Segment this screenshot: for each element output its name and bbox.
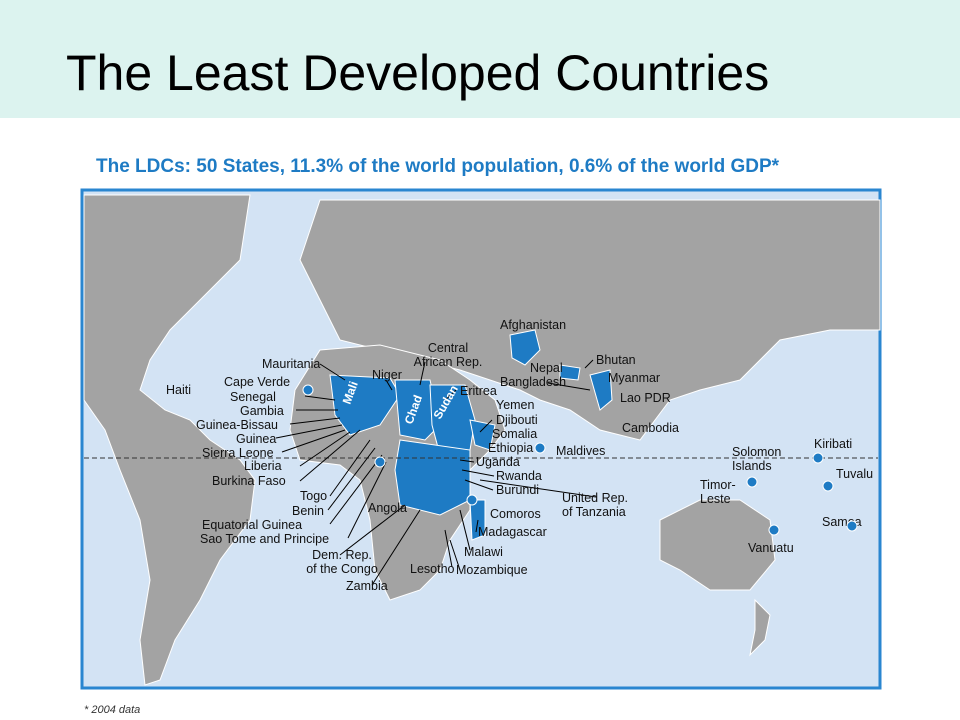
country-label: Equatorial Guinea <box>202 518 302 532</box>
leader-line <box>347 461 387 539</box>
island-marker <box>822 480 834 492</box>
country-label: Zambia <box>346 579 388 593</box>
leader-line <box>339 504 406 556</box>
country-label: Lao PDR <box>620 391 671 405</box>
country-label: Guinea-Bissau <box>196 418 278 432</box>
island-marker <box>534 442 546 454</box>
country-label: of Tanzania <box>562 505 626 519</box>
leader-line <box>479 419 493 433</box>
country-label: Somalia <box>492 427 537 441</box>
country-label: Ethiopia <box>488 441 533 455</box>
country-label: Vanuatu <box>748 541 794 555</box>
country-label: Islands <box>732 459 772 473</box>
leader-line <box>459 509 471 551</box>
leader-line <box>479 479 597 498</box>
island-marker <box>846 520 858 532</box>
leader-lines <box>275 359 597 586</box>
country-label: Kiribati <box>814 437 852 451</box>
country-label: Liberia <box>244 459 282 473</box>
leader-line <box>475 519 479 533</box>
country-label: African Rep. <box>414 355 483 369</box>
leader-line <box>319 363 346 381</box>
country-label: Cambodia <box>622 421 679 435</box>
country-label: Tuvalu <box>836 467 873 481</box>
island-marker <box>374 456 386 468</box>
country-label: Madagascar <box>478 525 547 539</box>
country-label: Djibouti <box>496 413 538 427</box>
leader-line <box>304 395 336 401</box>
island-marker <box>812 452 824 464</box>
leader-line <box>444 529 453 568</box>
country-label: Burundi <box>496 483 539 497</box>
country-label: Bangladesh <box>500 375 566 389</box>
leader-line <box>419 361 426 386</box>
country-label: Myanmar <box>608 371 660 385</box>
country-label: Solomon <box>732 445 781 459</box>
leader-line <box>275 424 343 439</box>
country-label: Benin <box>292 504 324 518</box>
leader-line <box>329 454 383 525</box>
country-label: Comoros <box>490 507 541 521</box>
leader-line <box>327 447 376 511</box>
leader-line <box>281 429 346 453</box>
country-label: Bhutan <box>596 353 636 367</box>
slide-title: The Least Developed Countries <box>66 45 770 101</box>
country-label: Sierra Leone <box>202 446 274 460</box>
country-label: Sao Tome and Principe <box>200 532 329 546</box>
leader-line <box>329 439 371 497</box>
leader-line <box>299 429 361 482</box>
leader-line <box>459 459 475 463</box>
leader-line <box>449 539 461 571</box>
country-label: Malawi <box>464 545 503 559</box>
country-label: Uganda <box>476 455 520 469</box>
leader-line <box>461 469 495 477</box>
country-label: Lesotho <box>410 562 455 576</box>
country-label: of the Congo <box>306 562 378 576</box>
map-title: The LDCs: 50 States, 11.3% of the world … <box>96 156 780 177</box>
title-band <box>0 0 960 118</box>
country-label: Niger <box>372 368 402 382</box>
country-label: Central <box>428 341 468 355</box>
country-label: United Rep. <box>562 491 628 505</box>
country-label: Burkina Faso <box>212 474 286 488</box>
leader-line <box>464 479 494 491</box>
ldc-areas <box>329 329 613 541</box>
country-label: Senegal <box>230 390 276 404</box>
leader-line <box>584 359 594 369</box>
island-marker <box>746 476 758 488</box>
country-label: Mauritania <box>262 357 320 371</box>
country-label: Yemen <box>496 398 535 412</box>
island-marker <box>302 384 314 396</box>
country-label: Maldives <box>556 444 605 458</box>
country-label: Cape Verde <box>224 375 290 389</box>
country-label: Guinea <box>236 432 276 446</box>
leader-line <box>289 417 341 425</box>
country-label: Dem. Rep. <box>312 548 372 562</box>
country-label: Timor- <box>700 478 736 492</box>
country-label: Leste <box>700 492 731 506</box>
country-label: Rwanda <box>496 469 542 483</box>
leader-line <box>444 389 457 401</box>
country-label: Eritrea <box>460 384 497 398</box>
country-label: Afghanistan <box>500 318 566 332</box>
country-label: Gambia <box>240 404 284 418</box>
country-label: Togo <box>300 489 327 503</box>
leader-line <box>371 509 421 586</box>
footnote: * 2004 data <box>84 704 140 716</box>
island-marker <box>768 524 780 536</box>
leader-line <box>299 431 351 467</box>
leader-line <box>547 382 591 391</box>
country-label: Angola <box>368 501 407 515</box>
country-label: Haiti <box>166 383 191 397</box>
country-label: Nepal <box>530 361 563 375</box>
island-marker <box>466 494 478 506</box>
country-label: Mozambique <box>456 563 528 577</box>
leader-line <box>385 379 393 391</box>
